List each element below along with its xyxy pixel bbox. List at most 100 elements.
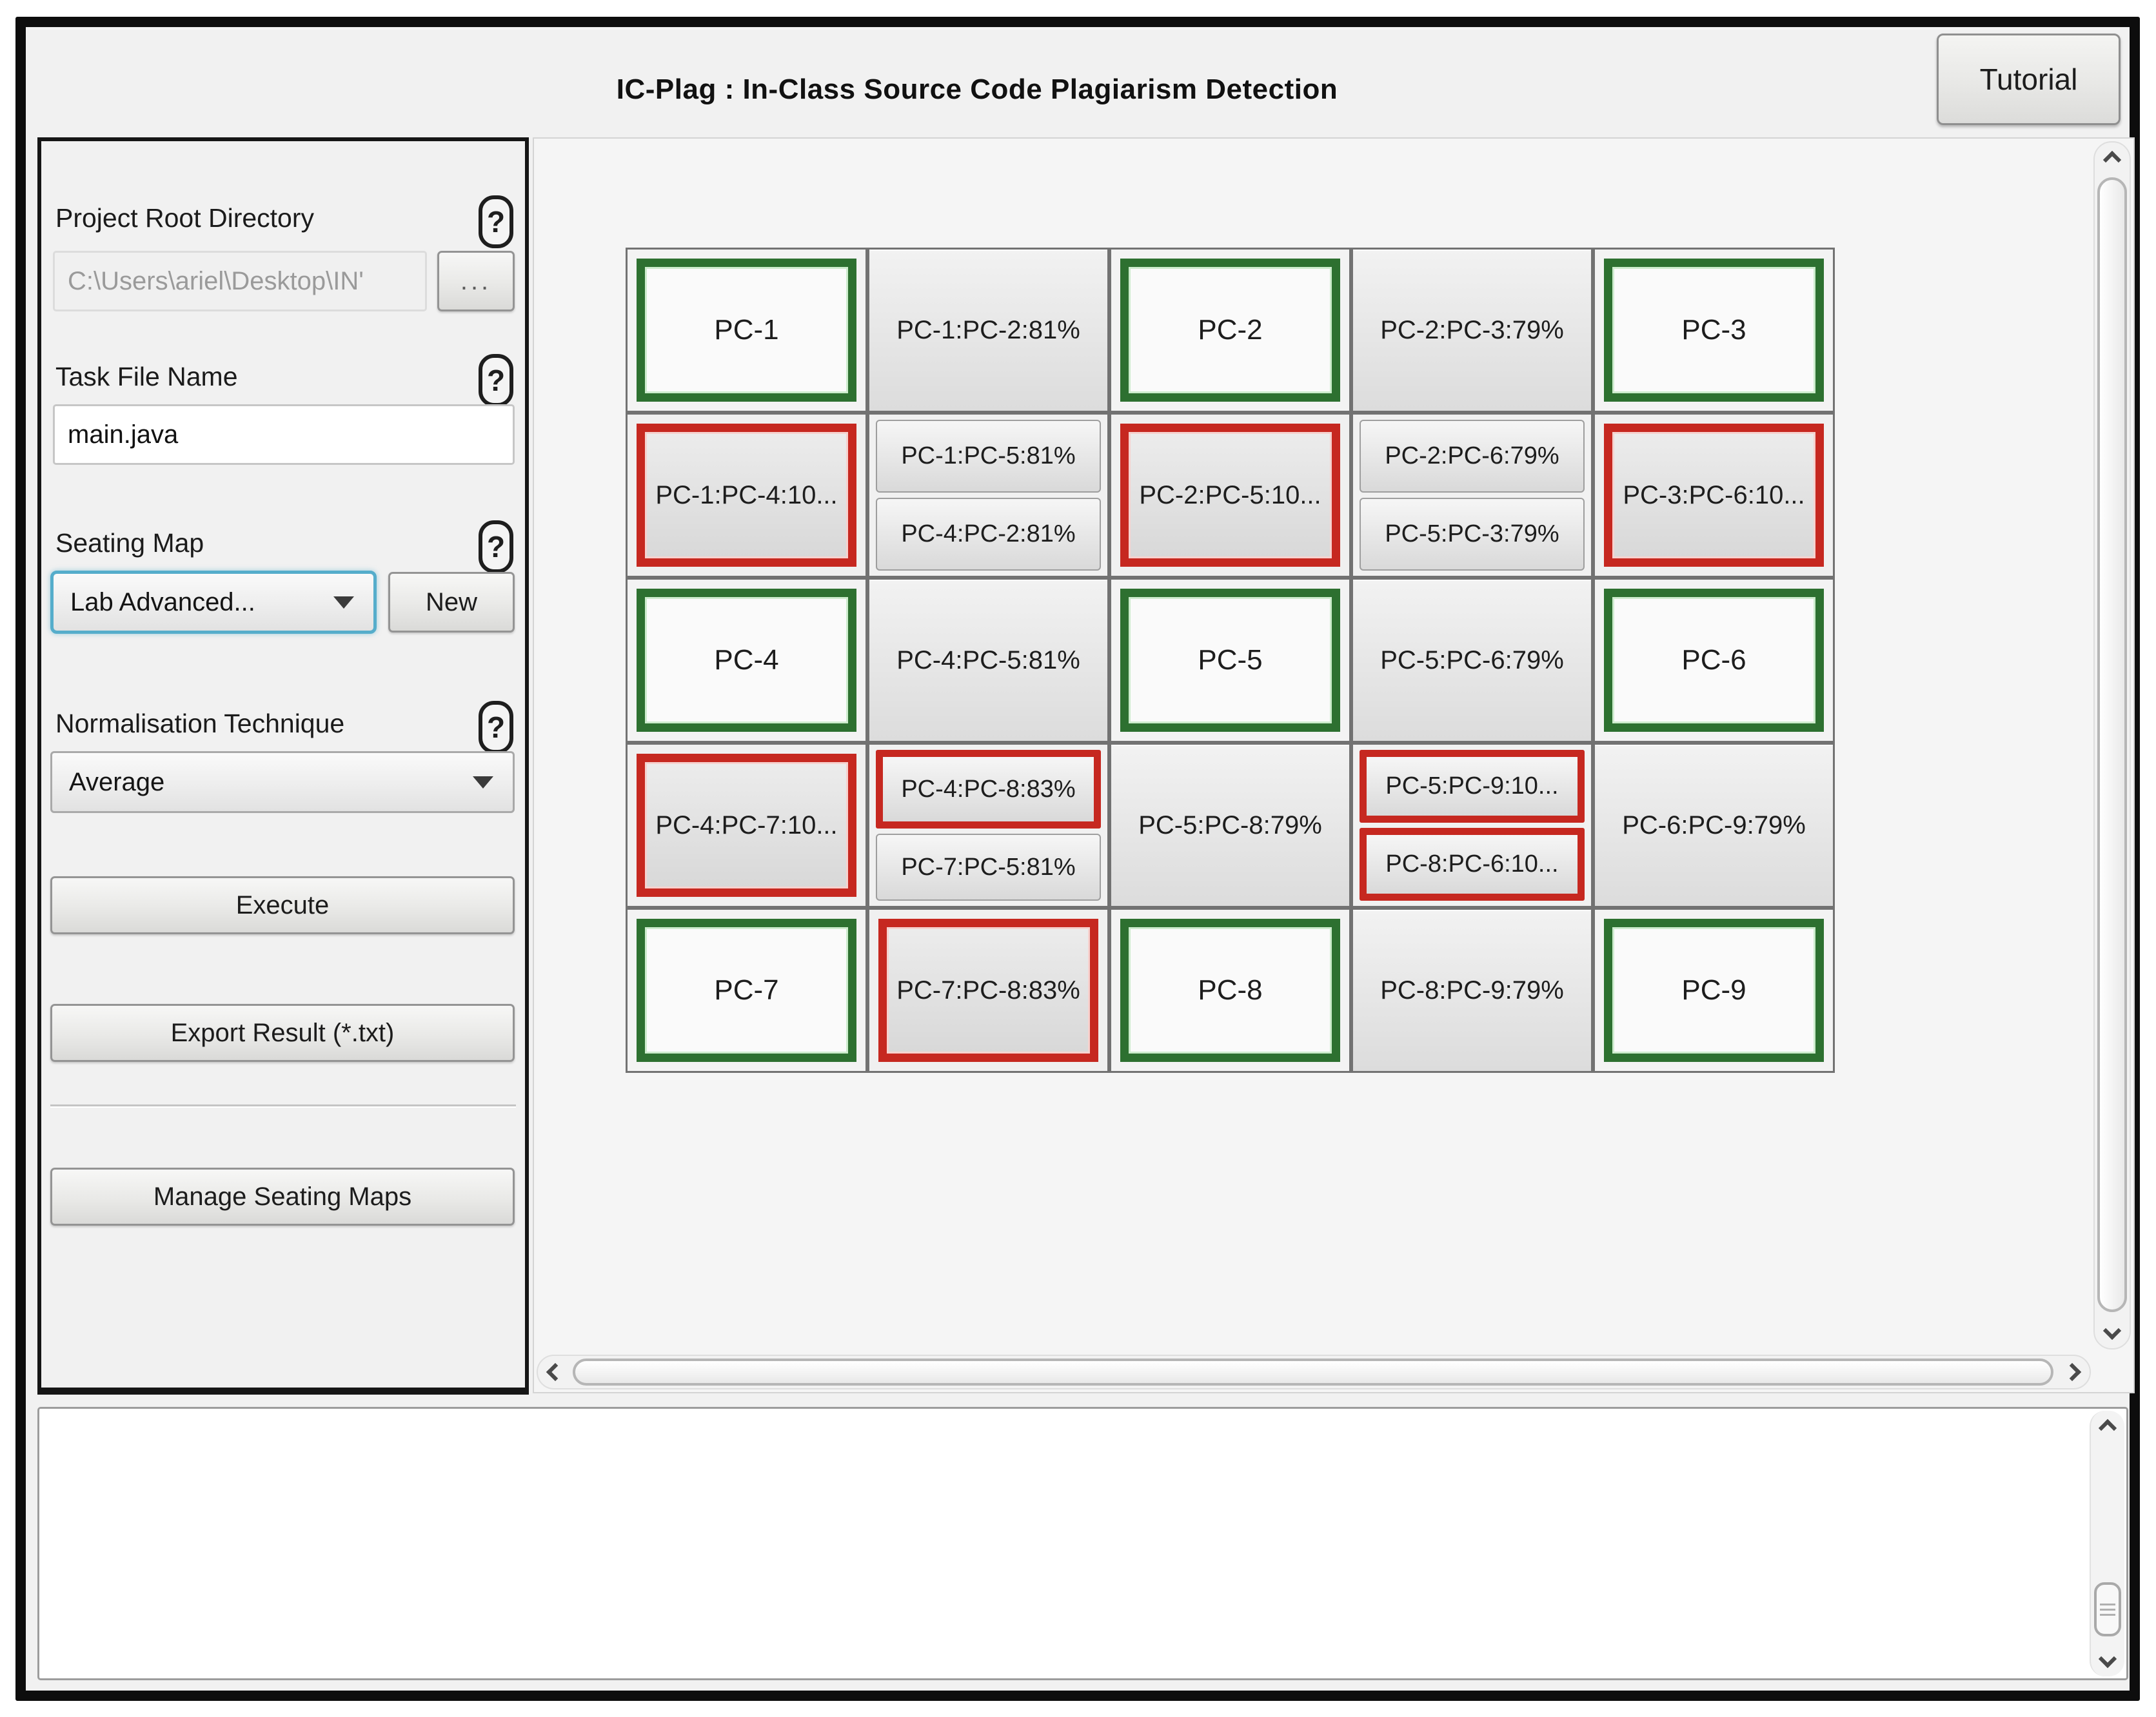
pc-seat-6: PC-6: [1593, 578, 1835, 743]
seating-map-help-icon[interactable]: ?: [479, 520, 513, 573]
pc-seat-label: PC-5: [1198, 644, 1263, 676]
similarity-label: PC-4:PC-5:81%: [896, 645, 1080, 674]
project-root-help-icon[interactable]: ?: [479, 195, 513, 248]
pc-seat-box: PC-6: [1604, 589, 1824, 732]
similarity-cell-pc2-pc3[interactable]: PC-2:PC-3:79%: [1351, 248, 1593, 413]
similarity-subcell-pc1-pc5[interactable]: PC-1:PC-5:81%: [876, 420, 1101, 493]
pc-seat-label: PC-3: [1681, 314, 1746, 346]
pc-seat-label: PC-7: [714, 974, 779, 1006]
task-file-help-icon[interactable]: ?: [479, 354, 513, 407]
log-scroll-up-button[interactable]: [2091, 1412, 2124, 1444]
project-root-path-input[interactable]: [53, 251, 427, 311]
scroll-down-button[interactable]: [2095, 1313, 2130, 1348]
similarity-label: PC-4:PC-8:83%: [901, 775, 1076, 803]
pc-seat-1: PC-1: [626, 248, 867, 413]
pc-seat-2: PC-2: [1109, 248, 1351, 413]
sidebar-divider: [50, 1104, 516, 1108]
pc-seat-label: PC-8: [1198, 974, 1263, 1006]
pc-seat-5: PC-5: [1109, 578, 1351, 743]
similarity-label: PC-8:PC-9:79%: [1380, 976, 1564, 1005]
pc-seat-label: PC-1: [714, 314, 779, 346]
manage-seating-maps-button[interactable]: Manage Seating Maps: [50, 1168, 515, 1226]
similarity-label: PC-2:PC-5:10...: [1139, 480, 1321, 509]
similarity-cell-pc4-pc5[interactable]: PC-4:PC-5:81%: [867, 578, 1109, 743]
page-title: IC-Plag : In-Class Source Code Plagiaris…: [616, 74, 1338, 105]
similarity-subcell-pc5-pc3[interactable]: PC-5:PC-3:79%: [1360, 498, 1585, 571]
export-result-button[interactable]: Export Result (*.txt): [50, 1004, 515, 1062]
execute-button[interactable]: Execute: [50, 876, 515, 934]
similarity-cell-pc8-pc9[interactable]: PC-8:PC-9:79%: [1351, 908, 1593, 1073]
tutorial-button[interactable]: Tutorial: [1937, 34, 2121, 125]
chevron-up-icon: [2098, 1418, 2117, 1438]
chevron-down-icon: [473, 776, 493, 789]
new-seating-map-button[interactable]: New: [388, 572, 515, 633]
pc-seat-box: PC-4: [637, 589, 856, 732]
scroll-up-button[interactable]: [2095, 142, 2130, 177]
similarity-cell-pc5-pc6[interactable]: PC-5:PC-6:79%: [1351, 578, 1593, 743]
task-file-label: Task File Name: [55, 362, 238, 391]
similarity-subcell-pc2-pc6[interactable]: PC-2:PC-6:79%: [1360, 420, 1585, 493]
browse-button[interactable]: ...: [437, 251, 515, 311]
pc-seat-box: PC-2: [1120, 259, 1340, 402]
similarity-cell-pc5-pc8[interactable]: PC-5:PC-8:79%: [1109, 743, 1351, 908]
log-output-area[interactable]: [37, 1407, 2128, 1680]
alert-cell-pc7-pc8[interactable]: PC-7:PC-8:83%: [867, 908, 1109, 1073]
similarity-label: PC-5:PC-8:79%: [1138, 810, 1322, 839]
similarity-subcell-pc4-pc2[interactable]: PC-4:PC-2:81%: [876, 498, 1101, 571]
horizontal-scrollbar[interactable]: [537, 1355, 2091, 1389]
alert-subcell-pc8-pc6[interactable]: PC-8:PC-6:10...: [1360, 828, 1585, 901]
similarity-label: PC-2:PC-6:79%: [1385, 442, 1559, 469]
pc-seat-box: PC-7: [637, 919, 856, 1062]
alert-subcell-pc5-pc9[interactable]: PC-5:PC-9:10...: [1360, 750, 1585, 823]
chevron-down-icon: [333, 596, 354, 609]
similarity-label: PC-1:PC-2:81%: [896, 315, 1080, 344]
log-scrollbar-thumb[interactable]: [2094, 1582, 2121, 1636]
log-vertical-scrollbar[interactable]: [2090, 1411, 2124, 1676]
pc-seat-9: PC-9: [1593, 908, 1835, 1073]
pc-seat-7: PC-7: [626, 908, 867, 1073]
alert-box: PC-2:PC-5:10...: [1120, 424, 1340, 567]
similarity-subcell-pc7-pc5[interactable]: PC-7:PC-5:81%: [876, 834, 1101, 901]
log-output-text: [46, 1414, 2081, 1673]
pc-seat-box: PC-1: [637, 259, 856, 402]
pc-seat-3: PC-3: [1593, 248, 1835, 413]
scroll-right-button[interactable]: [2055, 1356, 2090, 1388]
horizontal-scrollbar-thumb[interactable]: [573, 1359, 2053, 1386]
similarity-cell-pc6-pc9[interactable]: PC-6:PC-9:79%: [1593, 743, 1835, 908]
normalisation-help-icon[interactable]: ?: [479, 701, 513, 754]
normalisation-label: Normalisation Technique: [55, 709, 345, 738]
pc-seat-label: PC-4: [714, 644, 779, 676]
alert-box: PC-3:PC-6:10...: [1604, 424, 1824, 567]
alert-box: PC-4:PC-7:10...: [637, 754, 856, 897]
similarity-label: PC-5:PC-9:10...: [1385, 772, 1559, 800]
similarity-label: PC-1:PC-4:10...: [655, 480, 838, 509]
chevron-left-icon: [546, 1362, 565, 1382]
pc-seat-box: PC-5: [1120, 589, 1340, 732]
project-root-label: Project Root Directory: [55, 203, 315, 233]
pc-seat-box: PC-3: [1604, 259, 1824, 402]
vertical-scrollbar[interactable]: [2093, 141, 2131, 1349]
normalisation-select[interactable]: Average: [50, 751, 515, 813]
stacked-similarity-cell: PC-5:PC-9:10... PC-8:PC-6:10...: [1351, 743, 1593, 908]
pc-seat-box: PC-8: [1120, 919, 1340, 1062]
seating-map-select[interactable]: Lab Advanced...: [50, 571, 377, 634]
seating-map-viewport: PC-1 PC-1:PC-2:81% PC-2 PC-2:PC-3:79% PC…: [533, 137, 2135, 1393]
similarity-cell-pc1-pc2[interactable]: PC-1:PC-2:81%: [867, 248, 1109, 413]
stacked-similarity-cell: PC-2:PC-6:79% PC-5:PC-3:79%: [1351, 413, 1593, 578]
alert-cell-pc1-pc4[interactable]: PC-1:PC-4:10...: [626, 413, 867, 578]
similarity-label: PC-2:PC-3:79%: [1380, 315, 1564, 344]
vertical-scrollbar-thumb[interactable]: [2097, 177, 2127, 1312]
alert-cell-pc2-pc5[interactable]: PC-2:PC-5:10...: [1109, 413, 1351, 578]
alert-subcell-pc4-pc8[interactable]: PC-4:PC-8:83%: [876, 750, 1101, 829]
alert-cell-pc3-pc6[interactable]: PC-3:PC-6:10...: [1593, 413, 1835, 578]
scroll-left-button[interactable]: [538, 1356, 573, 1388]
task-file-input[interactable]: [53, 404, 515, 465]
alert-cell-pc4-pc7[interactable]: PC-4:PC-7:10...: [626, 743, 867, 908]
similarity-label: PC-1:PC-5:81%: [901, 442, 1076, 469]
normalisation-selected-value: Average: [69, 767, 165, 796]
pc-seat-8: PC-8: [1109, 908, 1351, 1073]
thumb-grip-icon: [2100, 1603, 2115, 1605]
log-scroll-down-button[interactable]: [2091, 1643, 2124, 1675]
chevron-right-icon: [2062, 1362, 2082, 1382]
